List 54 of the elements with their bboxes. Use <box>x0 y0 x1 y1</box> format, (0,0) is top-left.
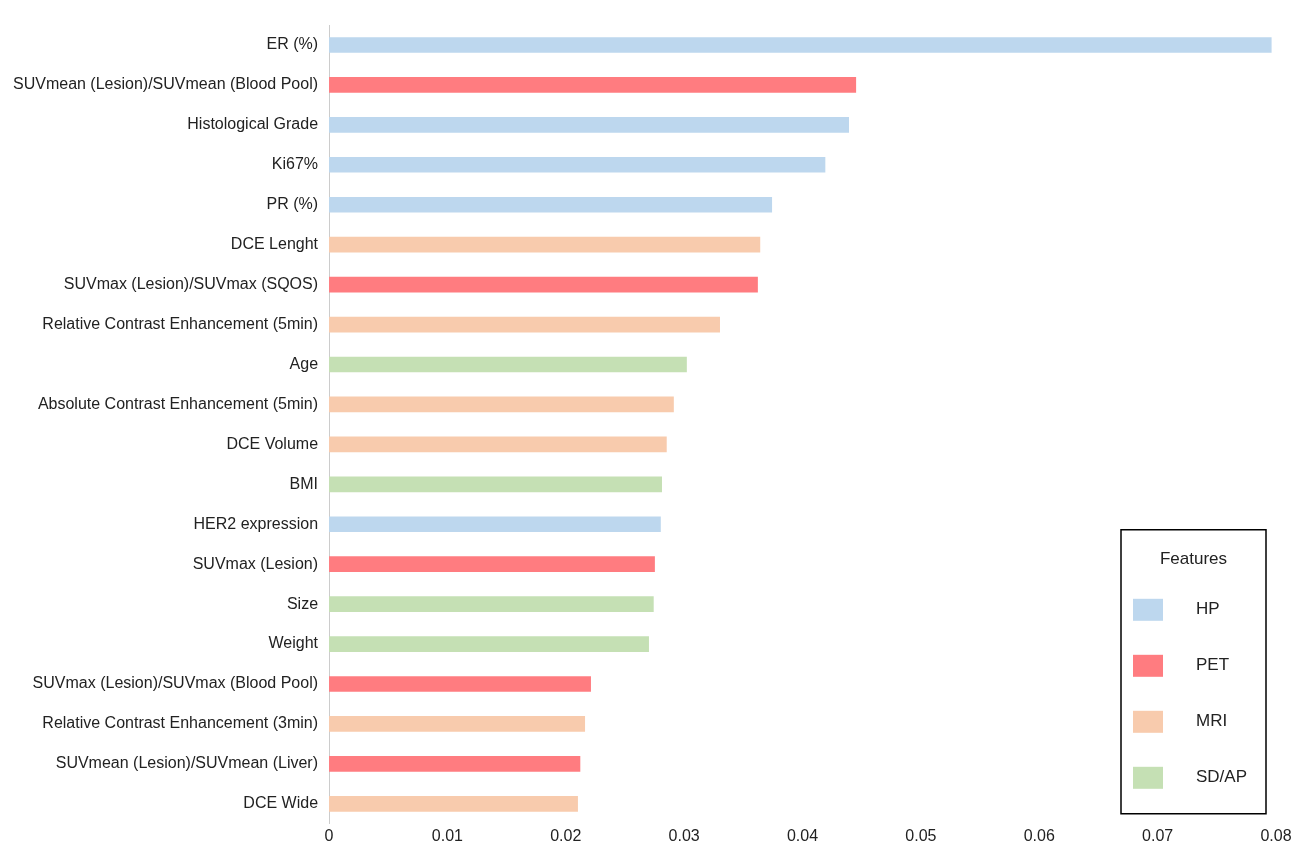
bar <box>329 117 850 133</box>
bar <box>329 676 591 692</box>
x-tick-label: 0.03 <box>668 826 700 844</box>
bar <box>329 276 758 293</box>
legend-label: HP <box>1196 599 1220 619</box>
y-tick-label: Age <box>289 354 319 372</box>
y-tick-label: Size <box>286 594 319 612</box>
x-tick-label: 0.04 <box>786 826 819 844</box>
y-tick-label: DCE Volume <box>226 434 319 452</box>
bar <box>329 396 674 413</box>
bar <box>329 316 720 333</box>
y-tick-label: Ki67% <box>271 155 319 173</box>
y-tick-label: SUVmean (Lesion)/SUVmean (Liver) <box>55 754 319 772</box>
y-tick-label: BMI <box>289 474 319 492</box>
y-tick-label: SUVmax (Lesion) <box>192 554 319 572</box>
x-tick-label: 0 <box>324 826 334 844</box>
y-tick-label: Relative Contrast Enhancement (3min) <box>42 714 319 732</box>
x-tick-label: 0.08 <box>1260 826 1292 844</box>
bar <box>329 236 761 253</box>
x-tick-label: 0.02 <box>550 826 582 844</box>
legend-label: MRI <box>1196 711 1228 731</box>
x-tick-label: 0.05 <box>905 826 937 844</box>
y-tick-label: SUVmax (Lesion)/SUVmax (SQOS) <box>63 275 319 293</box>
bar <box>329 196 773 213</box>
y-tick-label: Relative Contrast Enhancement (5min) <box>42 314 319 332</box>
bar <box>329 516 661 533</box>
y-tick-label: Histological Grade <box>187 115 319 133</box>
y-tick-label: Absolute Contrast Enhancement (5min) <box>37 394 319 412</box>
x-tick-label: 0.07 <box>1142 826 1174 844</box>
bar <box>329 636 649 652</box>
x-tick-label: 0.06 <box>1023 826 1055 844</box>
bar <box>329 77 857 93</box>
bar <box>329 476 662 493</box>
y-tick-label: SUVmax (Lesion)/SUVmax (Blood Pool) <box>32 674 319 692</box>
legend-label: PET <box>1196 655 1230 675</box>
y-tick-label: DCE Lenght <box>230 235 319 253</box>
bar <box>329 796 578 812</box>
bar <box>329 436 667 453</box>
y-tick-label: ER (%) <box>266 35 319 53</box>
bar <box>329 716 586 732</box>
y-tick-label: Weight <box>268 634 319 652</box>
y-tick-label: SUVmean (Lesion)/SUVmean (Blood Pool) <box>13 75 319 93</box>
y-tick-label: HER2 expression <box>193 514 319 532</box>
bar <box>329 556 655 573</box>
bar <box>329 356 687 373</box>
y-tick-label: PR (%) <box>266 195 319 213</box>
bar <box>329 756 581 772</box>
x-tick-label: 0.01 <box>431 826 464 844</box>
legend-title: Features <box>1159 549 1228 569</box>
bar <box>329 156 826 173</box>
legend-label: SD/AP <box>1196 767 1248 787</box>
bar <box>329 37 1272 53</box>
bar <box>329 596 654 612</box>
y-tick-label: DCE Wide <box>243 794 319 812</box>
